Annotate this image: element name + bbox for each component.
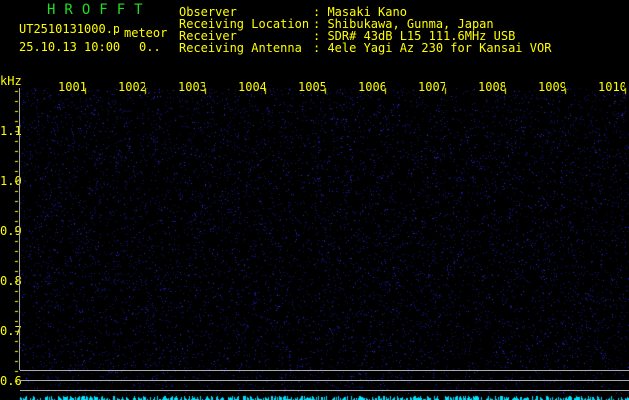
y-tick-label: 0.9 bbox=[0, 224, 22, 238]
x-tick-label: 1007 bbox=[418, 80, 445, 94]
y-tick-label: 1.0 bbox=[0, 174, 22, 188]
divider-line bbox=[20, 380, 629, 381]
y-tick-label: 0.6 bbox=[0, 374, 22, 388]
x-tick-label: 1005 bbox=[298, 80, 325, 94]
divider-line bbox=[20, 370, 629, 371]
info-label: Observer bbox=[179, 5, 237, 19]
waterfall-spectrogram bbox=[0, 84, 629, 400]
y-tick-label: 0.7 bbox=[0, 324, 22, 338]
antenna-value: 4ele Yagi Az 230 for Kansai VOR bbox=[327, 41, 552, 55]
x-tick-label: 1010 bbox=[598, 80, 625, 94]
info-label: Receiving Antenna bbox=[179, 41, 302, 55]
y-axis-line bbox=[19, 88, 20, 370]
app-title: HROFFT bbox=[47, 2, 152, 18]
x-tick-label: 1006 bbox=[358, 80, 385, 94]
y-unit: kHz bbox=[0, 74, 22, 88]
x-tick-label: 1004 bbox=[238, 80, 265, 94]
datetime: 25.10.13 10:00 bbox=[19, 40, 121, 54]
mode-label: meteor bbox=[124, 26, 168, 40]
x-tick-label: 1009 bbox=[538, 80, 565, 94]
y-tick-label: 1.1 bbox=[0, 124, 22, 138]
location-value: Shibukawa, Gunma, Japan bbox=[327, 17, 494, 31]
observer-value: Masaki Kano bbox=[327, 5, 407, 19]
y-tick-label: 0.8 bbox=[0, 274, 22, 288]
divider-line bbox=[20, 390, 629, 391]
receiver-value: SDR# 43dB L15 111.6MHz USB bbox=[327, 29, 516, 43]
x-tick-label: 1002 bbox=[118, 80, 145, 94]
info-label: Receiving Location bbox=[179, 17, 310, 31]
x-tick-label: 1001 bbox=[58, 80, 85, 94]
x-tick-label: 1003 bbox=[178, 80, 205, 94]
count: 0.. bbox=[139, 40, 161, 54]
filename: UT2510131000.png bbox=[19, 23, 119, 35]
info-label: Receiver bbox=[179, 29, 237, 43]
x-tick-label: 1008 bbox=[478, 80, 505, 94]
